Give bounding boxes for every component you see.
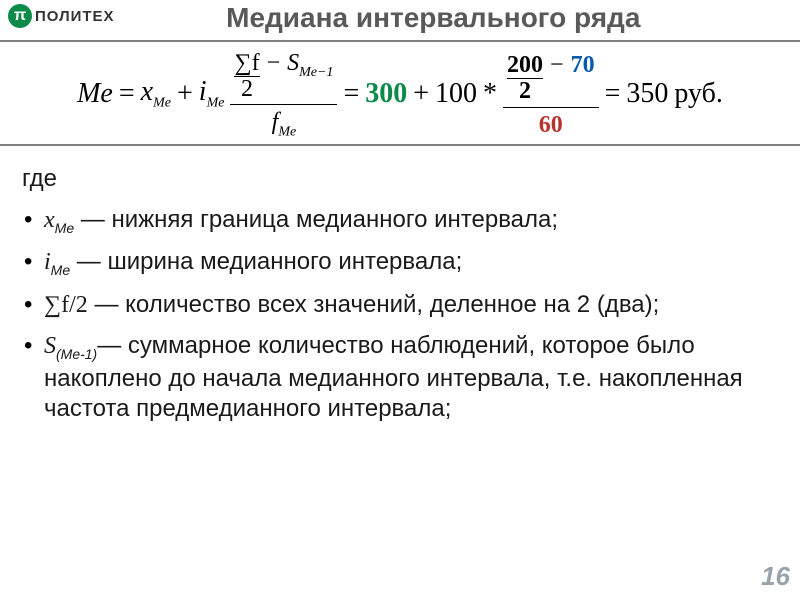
sym-me: Me (77, 78, 113, 110)
list-item: xMe — нижняя граница медианного интервал… (22, 205, 778, 238)
content: где xMe — нижняя граница медианного инте… (0, 146, 800, 425)
list-item: S(Me-1)— суммарное количество наблюдений… (22, 331, 778, 425)
sym-x: xMe (141, 76, 171, 112)
pi-icon: π (8, 4, 32, 28)
frac-symbolic: ∑f 2 − SMe−1 fMe (230, 48, 337, 140)
list-item: ∑f/2 — количество всех значений, деленно… (22, 290, 778, 321)
val-f: 60 (539, 112, 563, 138)
page-title: Медиана интервального ряда (135, 2, 792, 34)
logo: π ПОЛИТЕХ (8, 4, 115, 28)
op-plus-2: + (413, 78, 429, 110)
val-i: 100 (435, 78, 477, 110)
header: π ПОЛИТЕХ Медиана интервального ряда (0, 0, 800, 34)
unit: руб. (674, 78, 723, 110)
list-item: iMe — ширина медианного интервала; (22, 247, 778, 280)
formula-box: Me = xMe + iMe ∑f 2 − SMe−1 fMe = 300 + … (0, 40, 800, 146)
op-eq-2: = (343, 78, 359, 110)
op-eq: = (119, 78, 135, 110)
page-number: 16 (761, 561, 790, 592)
median-formula: Me = xMe + iMe ∑f 2 − SMe−1 fMe = 300 + … (4, 48, 796, 140)
frac-sumf-2: ∑f 2 (234, 51, 259, 102)
op-plus: + (177, 78, 193, 110)
frac-200-2: 200 2 (507, 53, 543, 104)
frac-numeric: 200 2 − 70 60 (503, 50, 599, 137)
val-x: 300 (365, 78, 407, 110)
logo-text: ПОЛИТЕХ (35, 8, 115, 25)
result: 350 (626, 78, 668, 110)
op-eq-3: = (605, 78, 621, 110)
val-s: 70 (571, 52, 595, 78)
where-label: где (22, 164, 778, 195)
definitions-list: xMe — нижняя граница медианного интервал… (22, 205, 778, 425)
sym-i: iMe (199, 76, 225, 112)
op-star: * (483, 78, 497, 110)
